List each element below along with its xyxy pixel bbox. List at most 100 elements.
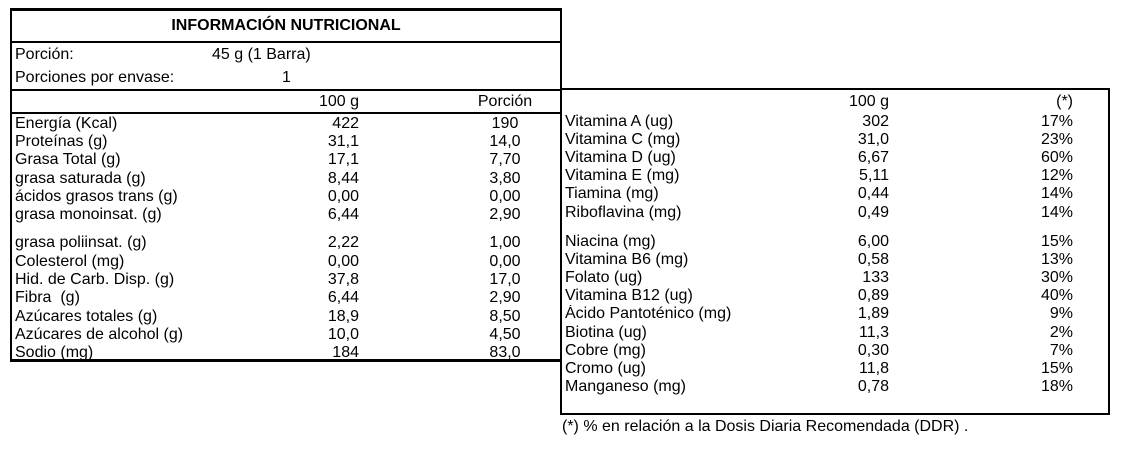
value-per-100g: 0,00 [327,187,359,205]
value-per-100g: 31,0 [857,130,889,148]
table-row: Azúcares totales (g) 18,9 8,50 [12,307,560,325]
table-row: Biotina (ug) 11,3 2% [562,323,1108,341]
table-row: Tiamina (mg) 0,44 14% [562,185,1108,203]
row-label: Colesterol (mg) [15,252,125,270]
value-ddr-percent: 2% [1049,323,1073,341]
value-ddr-percent: 40% [1040,287,1073,305]
serving-size-value: 45 g (1 Barra) [212,46,311,63]
table-row: Vitamina E (mg) 5,11 12% [562,167,1108,185]
value-per-100g: 0,89 [857,287,889,305]
value-per-100g: 10,0 [327,325,359,343]
table-row: Ácido Pantoténico (mg) 1,89 9% [562,305,1108,323]
value-portion: 2,90 [489,206,521,224]
row-label: Hid. de Carb. Disp. (g) [15,271,175,289]
value-ddr-percent: 15% [1040,360,1073,378]
value-ddr-percent: 7% [1049,341,1073,359]
table-row: Proteínas (g) 31,1 14,0 [12,132,560,150]
value-portion: 7,70 [489,151,521,169]
nutrition-facts-table: INFORMACIÓN NUTRICIONAL Porción: 45 g (1… [10,8,562,362]
row-label: Manganeso (mg) [565,378,686,396]
column-header-row: 100 g Porción [12,89,560,114]
table-row: Colesterol (mg) 0,00 0,00 [12,252,560,270]
value-ddr-percent: 23% [1040,130,1073,148]
value-per-100g: 6,00 [857,232,889,250]
value-ddr-percent: 17% [1040,112,1073,130]
table-row: Niacina (mg) 6,00 15% [562,232,1108,250]
row-label: Vitamina D (ug) [565,148,676,166]
row-label: Ácido Pantoténico (mg) [565,305,732,323]
value-per-100g: 1,89 [857,305,889,323]
value-ddr-percent: 13% [1040,250,1073,268]
value-per-100g: 5,11 [859,167,889,185]
value-portion: 4,50 [489,325,521,343]
value-portion: 17,0 [489,271,521,289]
value-per-100g: 6,44 [327,289,359,307]
row-label: Tiamina (mg) [565,185,659,203]
value-per-100g: 8,44 [327,169,359,187]
row-label: grasa saturada (g) [15,169,146,187]
vitamins-minerals-table: 100 g (*) Vitamina A (ug) 302 17% Vitamina … [560,88,1110,415]
table-row: grasa poliinsat. (g) 2,22 1,00 [12,234,560,252]
row-label: Niacina (mg) [565,232,656,250]
value-per-100g: 17,1 [327,151,359,169]
servings-per-pack-row: Porciones por envase: 1 [12,66,560,89]
serving-size-label: Porción: [15,46,74,63]
value-per-100g: 37,8 [327,271,359,289]
value-per-100g: 0,49 [857,203,889,221]
value-per-100g: 11,8 [859,360,889,378]
table-row: Sodio (mg) 184 83,0 [12,344,560,362]
table-row: Grasa Total (g) 17,1 7,70 [12,151,560,169]
table-row: Vitamina C (mg) 31,0 23% [562,130,1108,148]
value-portion: 8,50 [489,307,521,325]
row-label: Cobre (mg) [565,341,646,359]
column-header-ddr: (*) [1056,92,1073,110]
value-ddr-percent: 30% [1040,269,1073,287]
row-label: Grasa Total (g) [15,151,121,169]
value-ddr-percent: 14% [1040,185,1073,203]
row-label: Cromo (ug) [565,360,646,378]
value-per-100g: 31,1 [327,132,359,150]
row-label: ácidos grasos trans (g) [15,187,178,205]
value-ddr-percent: 15% [1040,232,1073,250]
table-row: Manganeso (mg) 0,78 18% [562,378,1108,396]
value-per-100g: 6,44 [327,206,359,224]
value-portion: 14,0 [489,132,521,150]
table-row: Hid. de Carb. Disp. (g) 37,8 17,0 [12,270,560,288]
table-row: ácidos grasos trans (g) 0,00 0,00 [12,187,560,205]
blank-row [12,224,560,234]
table-row: grasa saturada (g) 8,44 3,80 [12,169,560,187]
servings-per-pack-label: Porciones por envase: [15,69,175,86]
value-portion: 0,00 [489,252,521,270]
column-header-100g: 100 g [318,93,359,110]
row-label: Riboflavina (mg) [565,203,682,221]
value-per-100g: 0,58 [857,250,889,268]
value-per-100g: 0,78 [857,378,889,396]
nutrient-rows: Energía (Kcal) 422 190 Proteínas (g) 31,1 14,… [12,114,560,362]
serving-size-row: Porción: 45 g (1 Barra) [12,43,560,66]
table-row: Vitamina B12 (ug) 0,89 40% [562,287,1108,305]
value-portion: 190 [491,114,519,132]
value-portion: 2,90 [489,289,521,307]
value-portion: 1,00 [489,234,521,252]
table-row: Azúcares de alcohol (g) 10,0 4,50 [12,325,560,343]
row-label: Azúcares de alcohol (g) [15,325,184,343]
value-per-100g: 422 [332,114,359,132]
row-label: Vitamina E (mg) [565,167,680,185]
row-label: Proteínas (g) [15,132,108,150]
servings-per-pack-value: 1 [282,69,291,86]
row-label: grasa monoinsat. (g) [15,206,162,224]
value-per-100g: 11,3 [859,323,889,341]
value-per-100g: 6,67 [857,148,889,166]
table-row: grasa monoinsat. (g) 6,44 2,90 [12,205,560,223]
value-portion: 3,80 [489,169,521,187]
row-label: Folato (ug) [565,269,643,287]
row-label: Vitamina B12 (ug) [565,287,693,305]
row-label: Azúcares totales (g) [15,307,158,325]
blank-row [562,221,1108,232]
value-per-100g: 0,30 [857,341,889,359]
column-header-portion: Porción [477,93,533,110]
value-per-100g: 184 [332,344,359,362]
column-header-100g: 100 g [848,92,889,110]
table-row: Vitamina B6 (mg) 0,58 13% [562,250,1108,268]
vitamin-rows: Vitamina A (ug) 302 17% Vitamina C (mg) 31,0… [562,112,1108,396]
